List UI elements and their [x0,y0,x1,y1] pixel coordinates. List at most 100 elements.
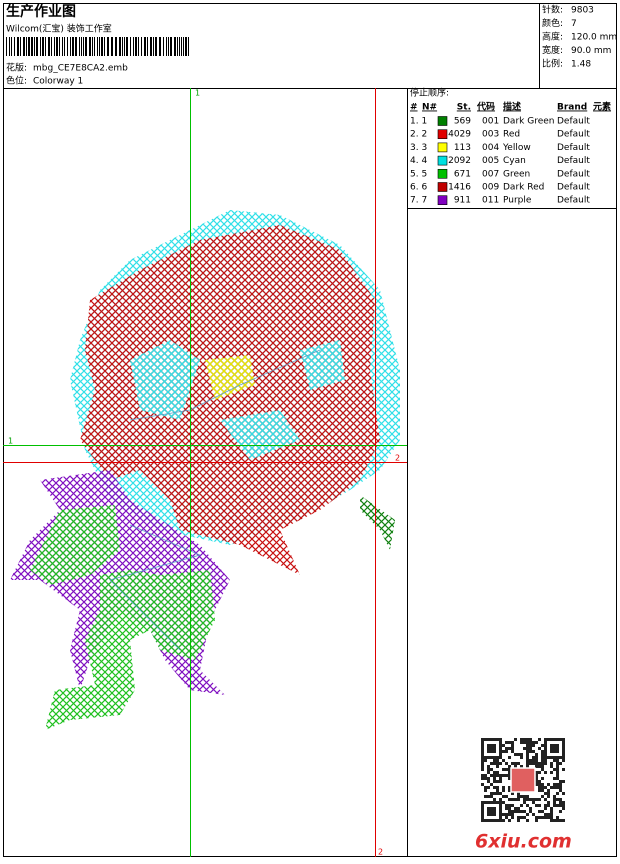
qr-module [490,750,493,753]
barcode-bar [85,37,87,56]
qr-module [562,792,565,795]
qr-module [490,738,493,741]
stat-label: 针数: [542,4,563,16]
qr-module [553,798,556,801]
barcode-bar [20,37,21,56]
qr-module [487,744,490,747]
row-code: 001 [482,117,499,127]
qr-module [535,741,538,744]
barcode-bar [42,37,44,56]
barcode-bar [79,37,80,56]
dark-green-region [360,495,395,550]
guide-label: 1 [195,89,200,98]
qr-module [550,819,553,822]
qr-module [484,777,487,780]
qr-module [562,780,565,783]
qr-module [502,768,505,771]
qr-module [508,756,511,759]
qr-module [544,741,547,744]
barcode-bar [83,37,84,56]
qr-module [514,753,517,756]
qr-module [553,819,556,822]
title: 生产作业图 [6,3,76,20]
barcode-bar [115,37,117,56]
qr-module [529,747,532,750]
qr-module [550,765,553,768]
qr-module [541,777,544,780]
qr-module [544,807,547,810]
qr-module [487,780,490,783]
qr-module [502,750,505,753]
qr-module [553,756,556,759]
qr-module [481,819,484,822]
barcode-bar [70,37,71,56]
barcode-bar [170,37,172,56]
column-header: St. [457,103,471,113]
barcode-bar [177,37,178,56]
qr-module [514,765,517,768]
qr-module [559,801,562,804]
qr-module [556,819,559,822]
qr-module [499,810,502,813]
qr-module [484,789,487,792]
row-stitches: 2092 [448,156,471,166]
qr-module [493,750,496,753]
qr-module [550,807,553,810]
qr-module [496,789,499,792]
qr-module [517,807,520,810]
barcode-bar [45,37,46,56]
qr-module [514,738,517,741]
qr-module [502,774,505,777]
barcode-bar [141,37,142,56]
qr-module [520,816,523,819]
row-stitches: 911 [454,196,471,206]
qr-module [496,786,499,789]
qr-module [535,819,538,822]
qr-module [526,756,529,759]
qr-module [484,795,487,798]
qr-module [541,759,544,762]
qr-module [499,744,502,747]
qr-module [556,774,559,777]
row-description: Dark Red [503,183,544,193]
qr-module [496,771,499,774]
qr-module [484,801,487,804]
barcode-bar [159,37,161,56]
qr-module [481,783,484,786]
qr-module [487,807,490,810]
qr-module [493,756,496,759]
barcode-bar [138,37,139,56]
qr-module [550,816,553,819]
green-region [30,505,120,585]
qr-module [562,744,565,747]
row-brand: Default [557,143,590,153]
qr-module [517,762,520,765]
qr-module [532,741,535,744]
qr-module [481,741,484,744]
qr-code [481,738,565,822]
stop-sequence-table: # N# St. 代码 描述 Brand 元素1. 1 569 001 Dark Green Def… [410,101,611,206]
colorway: Colorway 1 [33,77,83,87]
qr-module [502,795,505,798]
qr-module [496,738,499,741]
qr-module [541,762,544,765]
qr-module [514,807,517,810]
qr-module [547,789,550,792]
table-title: 停止顺序: [410,87,449,99]
qr-module [511,741,514,744]
qr-module [499,807,502,810]
qr-module [493,813,496,816]
qr-module [538,738,541,741]
qr-module [550,771,553,774]
colorway-label: 色位: [6,75,27,87]
qr-module [553,804,556,807]
barcode-bar [75,37,77,56]
qr-module [538,747,541,750]
qr-module [526,747,529,750]
qr-module [550,747,553,750]
qr-module [523,795,526,798]
qr-module [532,762,535,765]
row-brand: Default [557,117,590,127]
qr-module [541,789,544,792]
